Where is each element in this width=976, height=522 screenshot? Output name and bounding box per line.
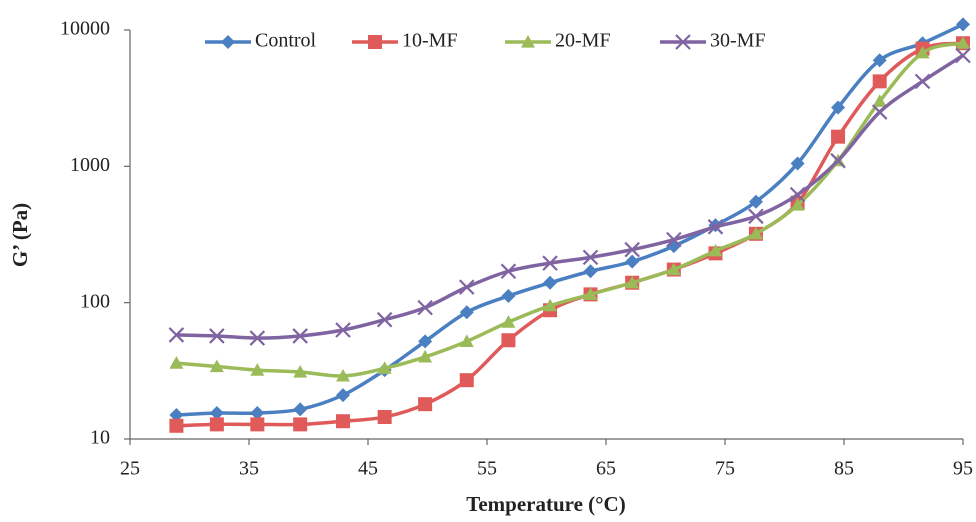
marker xyxy=(377,361,392,374)
x-tick-label: 55 xyxy=(477,458,497,480)
marker xyxy=(377,410,392,425)
x-tick-label: 75 xyxy=(715,458,735,480)
marker xyxy=(789,186,806,203)
x-tick-label: 95 xyxy=(953,458,973,480)
marker xyxy=(250,406,265,421)
y-tick-label: 10 xyxy=(90,427,110,449)
marker xyxy=(582,249,599,266)
marker xyxy=(418,397,433,412)
marker xyxy=(293,402,308,417)
marker xyxy=(501,315,516,328)
series-line xyxy=(176,22,964,417)
marker xyxy=(459,305,474,320)
marker xyxy=(458,279,475,295)
marker xyxy=(459,373,474,388)
marker xyxy=(336,368,351,382)
marker xyxy=(459,334,474,347)
marker xyxy=(168,327,185,343)
x-tick-label: 35 xyxy=(239,458,259,480)
marker xyxy=(872,53,887,68)
marker xyxy=(583,264,598,279)
y-tick-label: 1000 xyxy=(70,154,110,176)
legend-marker xyxy=(521,35,535,48)
marker xyxy=(583,287,598,300)
marker xyxy=(872,94,887,107)
marker xyxy=(790,198,805,211)
marker xyxy=(293,417,308,432)
x-tick-label: 65 xyxy=(596,458,616,480)
legend-label: 10-MF xyxy=(402,30,458,52)
marker xyxy=(293,365,308,378)
marker xyxy=(376,311,393,328)
marker xyxy=(336,388,351,403)
marker xyxy=(871,104,888,120)
x-tick-label: 25 xyxy=(120,458,140,480)
marker xyxy=(209,359,224,373)
y-axis-title: G’ (Pa) xyxy=(8,203,32,267)
marker xyxy=(543,275,558,290)
marker xyxy=(956,17,970,32)
marker xyxy=(708,243,723,257)
marker xyxy=(831,129,846,144)
marker xyxy=(417,299,433,316)
legend-label: 30-MF xyxy=(710,30,766,52)
marker xyxy=(748,194,763,209)
series-line xyxy=(176,41,964,378)
marker xyxy=(666,231,682,248)
marker xyxy=(250,363,265,376)
marker xyxy=(955,47,971,64)
legend-label: Control xyxy=(255,30,317,52)
legend-marker xyxy=(368,35,382,49)
marker xyxy=(831,100,846,115)
marker xyxy=(542,255,558,271)
marker xyxy=(830,152,846,169)
marker xyxy=(418,349,433,363)
marker xyxy=(624,241,640,258)
marker xyxy=(418,334,433,349)
legend-label: 20-MF xyxy=(555,30,611,52)
marker xyxy=(666,262,681,276)
marker xyxy=(250,417,265,432)
marker xyxy=(249,330,266,346)
marker xyxy=(169,407,184,422)
marker xyxy=(335,322,351,338)
x-tick-label: 85 xyxy=(834,458,854,480)
marker xyxy=(748,208,764,225)
x-axis-title: Temperature (°C) xyxy=(466,492,625,516)
marker xyxy=(625,254,640,269)
marker xyxy=(543,298,558,312)
legend-marker xyxy=(221,35,235,49)
marker xyxy=(209,417,224,432)
marker xyxy=(625,275,640,289)
marker xyxy=(748,226,763,240)
marker xyxy=(500,263,517,280)
y-tick-label: 100 xyxy=(80,290,110,312)
marker xyxy=(914,73,931,90)
marker xyxy=(292,328,308,344)
marker xyxy=(915,45,930,59)
marker xyxy=(209,406,224,421)
marker xyxy=(169,356,184,369)
y-tick-label: 10000 xyxy=(60,18,110,40)
legend-marker xyxy=(675,34,691,50)
marker xyxy=(501,333,516,348)
marker xyxy=(501,288,516,303)
marker xyxy=(790,156,805,171)
marker xyxy=(209,328,225,344)
marker xyxy=(707,219,724,235)
marker xyxy=(872,74,887,89)
x-tick-label: 45 xyxy=(358,458,378,480)
marker xyxy=(169,418,184,433)
marker xyxy=(336,414,351,429)
marker xyxy=(956,36,970,49)
